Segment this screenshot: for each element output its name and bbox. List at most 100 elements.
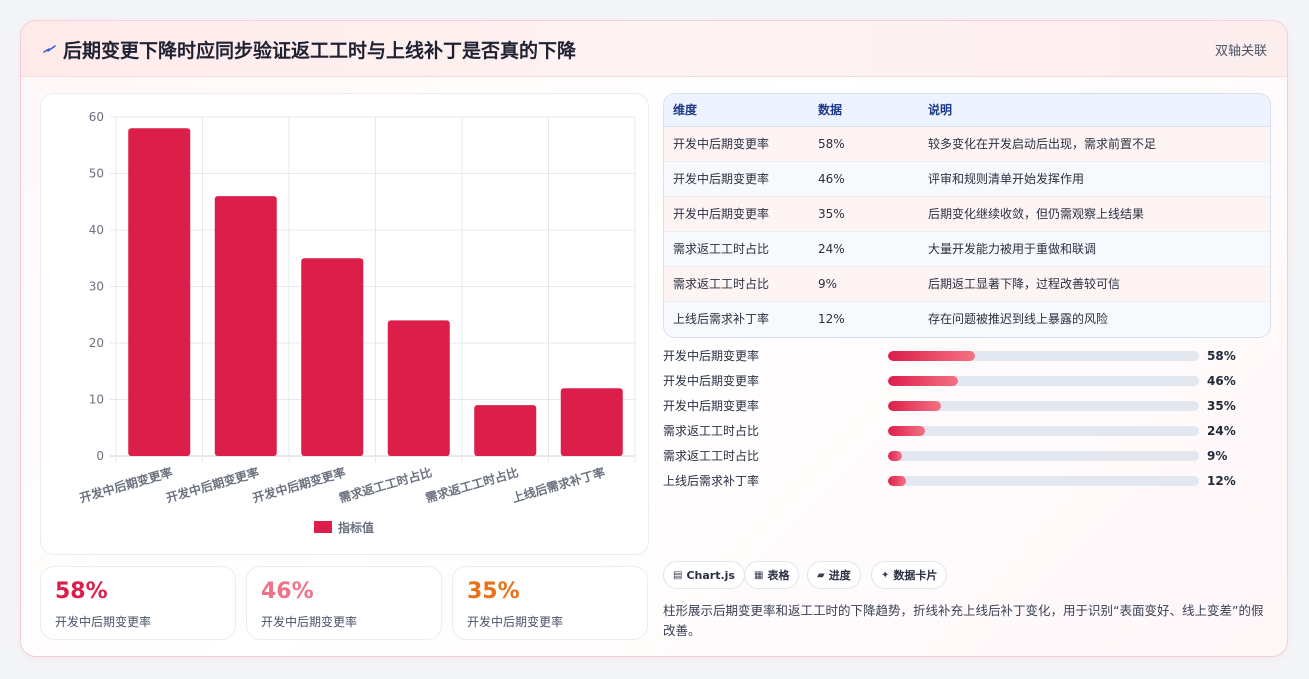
progress-label: 开发中后期变更率 — [663, 349, 760, 363]
x-tick-label: 开发中后期变更率 — [78, 464, 174, 505]
progress-row: 开发中后期变更率 46% — [663, 372, 1271, 390]
table-cell-value: 9% — [818, 277, 838, 291]
progress-track — [888, 376, 1199, 386]
chart-icon: ▤ — [673, 569, 683, 581]
progress-icon: ▰ — [817, 569, 825, 581]
progress-track — [888, 476, 1199, 486]
tag-chip[interactable]: ✦ 数据卡片 — [871, 561, 948, 589]
table-cell-dimension: 开发中后期变更率 — [673, 172, 770, 186]
kpi-label: 开发中后期变更率 — [467, 615, 564, 629]
table-header-cell[interactable]: 数据 — [818, 103, 843, 117]
kpi-card: 35% 开发中后期变更率 — [452, 566, 648, 640]
table-cell-note: 评审和规则清单开始发挥作用 — [928, 172, 1085, 186]
table-row[interactable]: 上线后需求补丁率 12% 存在问题被推迟到线上暴露的风险 — [664, 302, 1270, 337]
progress-value: 58% — [1207, 349, 1236, 363]
chip-label: 数据卡片 — [893, 569, 938, 582]
progress-value: 35% — [1207, 399, 1236, 413]
table-cell-note: 存在问题被推迟到线上暴露的风险 — [928, 312, 1109, 326]
table-row[interactable]: 需求返工工时占比 9% 后期返工显著下降，过程改善较可信 — [664, 267, 1270, 302]
y-tick-label: 40 — [89, 223, 104, 237]
table-header-cell[interactable]: 维度 — [673, 103, 698, 117]
table-cell-value: 58% — [818, 137, 845, 151]
table-cell-note: 较多变化在开发启动后出现，需求前置不足 — [928, 137, 1157, 151]
table-cell-note: 大量开发能力被用于重做和联调 — [928, 242, 1097, 256]
chip-label: 进度 — [828, 569, 851, 582]
progress-track — [888, 451, 1199, 461]
table-row[interactable]: 需求返工工时占比 24% 大量开发能力被用于重做和联调 — [664, 232, 1270, 267]
page-title: 后期变更下降时应同步验证返工工时与上线补丁是否真的下降 — [63, 40, 577, 62]
x-tick-label: 需求返工工时占比 — [337, 464, 433, 505]
progress-value: 12% — [1207, 474, 1236, 488]
kpi-value: 58% — [55, 579, 108, 604]
chip-label: 表格 — [767, 569, 790, 582]
data-table: 维度 数据 说明 开发中后期变更率 58% 较多变化在开发启动后出现，需求前置不足 开发中后… — [663, 93, 1271, 338]
bar[interactable] — [214, 196, 277, 456]
kpi-label: 开发中后期变更率 — [261, 615, 358, 629]
chart-description: 柱形展示后期变更率和返工工时的下降趋势，折线补充上线后补丁变化，用于识别“表面变… — [663, 603, 1264, 638]
table-cell-dimension: 开发中后期变更率 — [673, 137, 770, 151]
kpi-card: 58% 开发中后期变更率 — [40, 566, 236, 640]
legend-swatch[interactable] — [314, 521, 332, 533]
x-tick-label: 开发中后期变更率 — [164, 464, 260, 505]
table-cell-value: 12% — [818, 312, 845, 326]
kpi-value: 46% — [261, 579, 314, 604]
dashboard-card: 后期变更下降时应同步验证返工工时与上线补丁是否真的下降 双轴关联 0 10 20 30… — [20, 20, 1288, 657]
chip-label: Chart.js — [686, 568, 735, 582]
legend-label[interactable]: 指标值 — [338, 520, 374, 535]
progress-label: 需求返工工时占比 — [663, 424, 760, 438]
progress-fill — [888, 476, 907, 486]
kpi-value: 35% — [467, 579, 520, 604]
kpi-card: 46% 开发中后期变更率 — [246, 566, 442, 640]
bar-chart: 0 10 20 30 40 50 60 开发中后期变更率 开发中后期变更率 开发中后期变更率 需求返… — [40, 93, 649, 555]
table-cell-note: 后期返工显著下降，过程改善较可信 — [928, 277, 1121, 291]
bar[interactable] — [128, 128, 191, 457]
bar[interactable] — [387, 320, 450, 456]
progress-track — [888, 351, 1199, 361]
table-row[interactable]: 开发中后期变更率 35% 后期变化继续收敛，但仍需观察上线结果 — [664, 197, 1270, 232]
card-icon: ✦ — [881, 569, 890, 581]
progress-label: 需求返工工时占比 — [663, 449, 760, 463]
progress-fill — [888, 401, 941, 411]
table-cell-value: 46% — [818, 172, 845, 186]
progress-row: 开发中后期变更率 35% — [663, 397, 1271, 415]
table-row[interactable]: 开发中后期变更率 58% 较多变化在开发启动后出现，需求前置不足 — [664, 127, 1270, 162]
table-cell-dimension: 开发中后期变更率 — [673, 207, 770, 221]
progress-row: 需求返工工时占比 24% — [663, 422, 1271, 440]
table-header-row: 维度 数据 说明 — [664, 94, 1270, 127]
y-tick-label: 30 — [89, 280, 104, 294]
progress-fill — [888, 376, 958, 386]
y-tick-label: 10 — [89, 393, 104, 407]
progress-fill — [888, 451, 902, 461]
bar[interactable] — [301, 258, 364, 456]
kpi-label: 开发中后期变更率 — [55, 615, 152, 629]
table-icon: ▦ — [754, 569, 764, 581]
lightning-icon — [43, 45, 56, 53]
bar[interactable] — [560, 388, 623, 456]
y-tick-label: 60 — [89, 110, 104, 124]
table-cell-note: 后期变化继续收敛，但仍需观察上线结果 — [928, 207, 1145, 221]
x-tick-label: 需求返工工时占比 — [424, 464, 520, 505]
table-cell-dimension: 上线后需求补丁率 — [673, 312, 770, 326]
progress-row: 上线后需求补丁率 12% — [663, 472, 1271, 490]
table-header-cell[interactable]: 说明 — [928, 103, 953, 117]
progress-value: 24% — [1207, 424, 1236, 438]
table-cell-dimension: 需求返工工时占比 — [673, 242, 770, 256]
y-tick-label: 50 — [89, 167, 104, 181]
progress-fill — [888, 351, 976, 361]
bar[interactable] — [474, 405, 537, 456]
progress-fill — [888, 426, 925, 436]
table-cell-value: 35% — [818, 207, 845, 221]
table-row[interactable]: 开发中后期变更率 46% 评审和规则清单开始发挥作用 — [664, 162, 1270, 197]
tag-chip[interactable]: ▰ 进度 — [807, 561, 861, 589]
y-tick-label: 20 — [89, 336, 104, 350]
header-tag[interactable]: 双轴关联 — [1214, 44, 1267, 59]
progress-label: 开发中后期变更率 — [663, 399, 760, 413]
progress-label: 开发中后期变更率 — [663, 374, 760, 388]
tag-chip[interactable]: ▦ 表格 — [744, 561, 800, 589]
y-tick-label: 0 — [96, 449, 104, 463]
x-tick-label: 上线后需求补丁率 — [510, 464, 606, 505]
progress-track — [888, 401, 1199, 411]
card-header: 后期变更下降时应同步验证返工工时与上线补丁是否真的下降 双轴关联 — [21, 21, 1287, 77]
tag-chip[interactable]: ▤ Chart.js — [663, 561, 745, 589]
table-cell-dimension: 需求返工工时占比 — [673, 277, 770, 291]
